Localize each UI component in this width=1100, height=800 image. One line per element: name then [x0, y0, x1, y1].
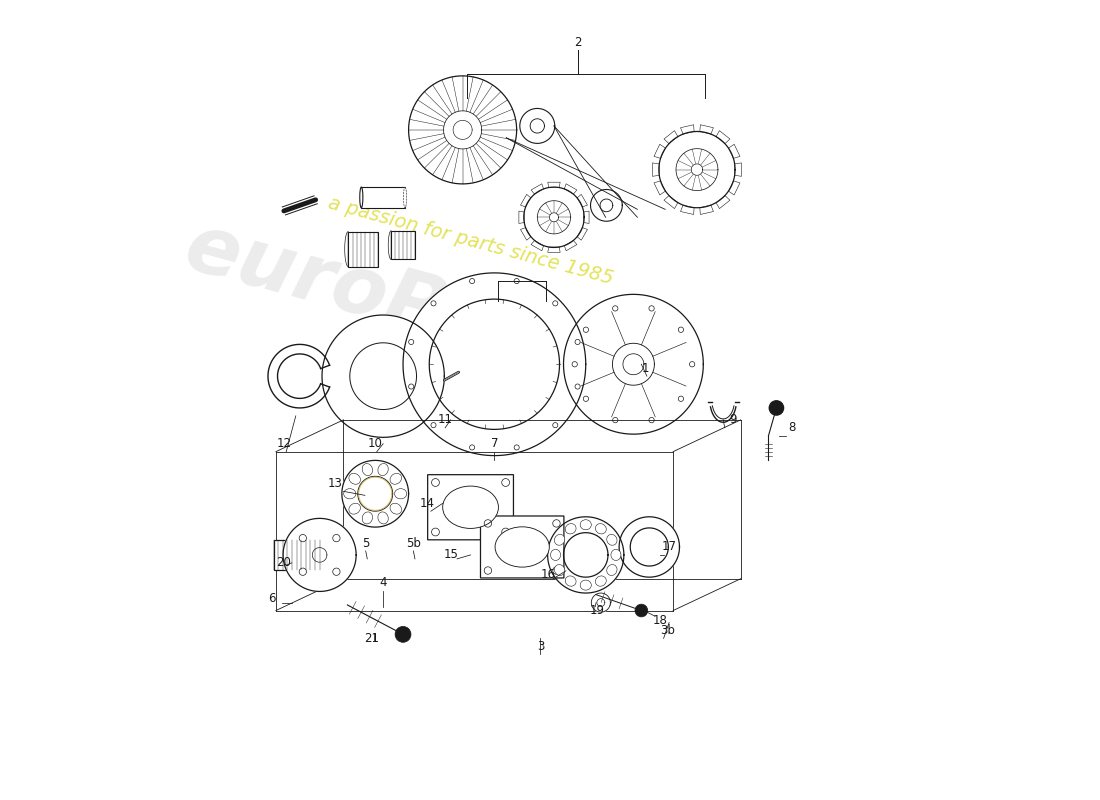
Text: a passion for parts since 1985: a passion for parts since 1985 [326, 194, 615, 288]
Polygon shape [342, 460, 408, 527]
Ellipse shape [607, 534, 617, 546]
Ellipse shape [362, 463, 373, 475]
Polygon shape [520, 109, 554, 143]
Polygon shape [619, 517, 680, 577]
Ellipse shape [404, 187, 407, 208]
Ellipse shape [343, 489, 356, 499]
Text: 19: 19 [591, 604, 605, 617]
Polygon shape [322, 315, 444, 438]
Polygon shape [563, 294, 703, 434]
Ellipse shape [442, 486, 498, 529]
Text: 16: 16 [541, 568, 556, 582]
Ellipse shape [580, 580, 592, 590]
Text: 18: 18 [652, 614, 667, 627]
Text: 5b: 5b [406, 537, 421, 550]
Text: 1: 1 [641, 362, 649, 374]
Ellipse shape [378, 512, 388, 524]
Ellipse shape [565, 576, 576, 586]
FancyBboxPatch shape [428, 474, 514, 540]
Bar [274, 540, 320, 570]
Ellipse shape [610, 550, 620, 561]
Polygon shape [548, 517, 624, 593]
Ellipse shape [349, 474, 361, 484]
Ellipse shape [580, 520, 592, 530]
Ellipse shape [551, 550, 561, 561]
Ellipse shape [349, 503, 361, 514]
Ellipse shape [595, 576, 606, 586]
Ellipse shape [390, 474, 402, 484]
FancyBboxPatch shape [481, 516, 564, 578]
Text: 11: 11 [438, 414, 452, 426]
Text: 14: 14 [419, 497, 435, 510]
Text: 20: 20 [276, 556, 292, 570]
Circle shape [395, 626, 411, 642]
Polygon shape [283, 518, 356, 591]
Circle shape [635, 604, 648, 617]
Text: 5: 5 [362, 537, 370, 550]
Bar [349, 231, 378, 266]
Ellipse shape [362, 512, 373, 524]
Ellipse shape [607, 565, 617, 575]
Text: 8: 8 [789, 422, 796, 434]
Circle shape [769, 401, 783, 415]
Text: 9: 9 [729, 414, 737, 426]
Ellipse shape [565, 524, 576, 534]
Ellipse shape [390, 503, 402, 514]
Ellipse shape [378, 463, 388, 475]
Text: 3: 3 [537, 640, 544, 653]
Ellipse shape [554, 534, 564, 546]
Text: euroPares: euroPares [176, 208, 638, 402]
Text: 13: 13 [328, 477, 343, 490]
Text: 3b: 3b [660, 624, 675, 637]
Bar [392, 230, 415, 259]
Ellipse shape [595, 524, 606, 534]
Text: 4: 4 [379, 576, 387, 590]
Ellipse shape [360, 187, 363, 208]
Ellipse shape [554, 565, 564, 575]
Text: 21: 21 [364, 632, 378, 645]
Text: 12: 12 [276, 437, 292, 450]
Polygon shape [591, 190, 623, 222]
Text: 15: 15 [443, 549, 458, 562]
Bar [361, 187, 405, 208]
Text: 6: 6 [268, 592, 276, 605]
Ellipse shape [395, 489, 407, 499]
Text: 2: 2 [574, 36, 582, 49]
Text: 7: 7 [491, 437, 498, 450]
Polygon shape [592, 593, 611, 612]
Text: 10: 10 [367, 437, 383, 450]
Polygon shape [403, 273, 586, 456]
Ellipse shape [495, 527, 549, 567]
Text: 17: 17 [662, 541, 676, 554]
